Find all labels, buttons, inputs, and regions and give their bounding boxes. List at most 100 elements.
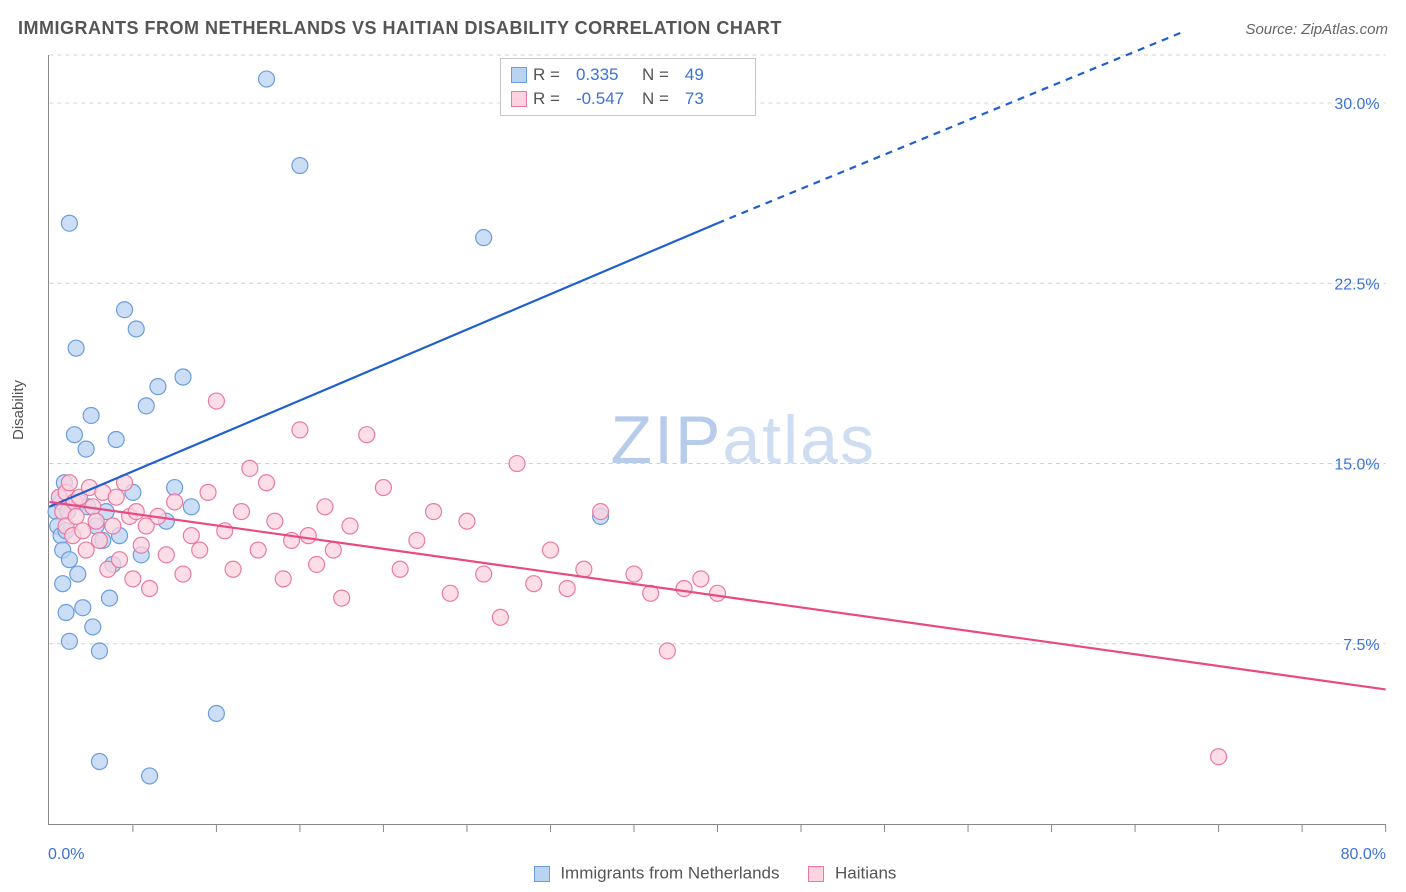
data-point-haitians	[559, 581, 575, 597]
data-point-haitians	[426, 504, 442, 520]
data-point-haitians	[275, 571, 291, 587]
data-point-haitians	[125, 571, 141, 587]
data-point-haitians	[128, 504, 144, 520]
swatch-haitians-bottom	[808, 866, 824, 882]
data-point-haitians	[1211, 749, 1227, 765]
data-point-netherlands	[259, 71, 275, 87]
data-point-haitians	[710, 585, 726, 601]
data-point-haitians	[225, 561, 241, 577]
data-point-haitians	[78, 542, 94, 558]
data-point-netherlands	[78, 441, 94, 457]
legend-label-haitians: Haitians	[835, 864, 896, 883]
data-point-haitians	[91, 532, 107, 548]
data-point-haitians	[68, 508, 84, 524]
x-axis-max-label: 80.0%	[1341, 846, 1386, 864]
data-point-haitians	[88, 513, 104, 529]
data-point-haitians	[183, 528, 199, 544]
r-value-netherlands: 0.335	[576, 65, 636, 85]
swatch-haitians	[511, 91, 527, 107]
data-point-haitians	[309, 556, 325, 572]
data-point-netherlands	[292, 158, 308, 174]
data-point-netherlands	[91, 643, 107, 659]
r-label: R =	[533, 65, 560, 85]
data-point-haitians	[133, 537, 149, 553]
data-point-haitians	[105, 518, 121, 534]
legend-series: Immigrants from Netherlands Haitians	[0, 863, 1406, 884]
data-point-netherlands	[142, 768, 158, 784]
data-point-haitians	[392, 561, 408, 577]
data-point-netherlands	[175, 369, 191, 385]
n-label: N =	[642, 89, 669, 109]
r-label: R =	[533, 89, 560, 109]
swatch-netherlands-bottom	[534, 866, 550, 882]
y-tick-label: 7.5%	[1343, 637, 1379, 654]
data-point-haitians	[693, 571, 709, 587]
data-point-haitians	[334, 590, 350, 606]
data-point-netherlands	[75, 600, 91, 616]
x-axis-min-label: 0.0%	[48, 846, 84, 864]
data-point-haitians	[542, 542, 558, 558]
data-point-haitians	[476, 566, 492, 582]
data-point-netherlands	[61, 215, 77, 231]
data-point-haitians	[593, 504, 609, 520]
data-point-haitians	[250, 542, 266, 558]
data-point-netherlands	[208, 705, 224, 721]
chart-header: IMMIGRANTS FROM NETHERLANDS VS HAITIAN D…	[18, 18, 1388, 39]
data-point-netherlands	[70, 566, 86, 582]
data-point-netherlands	[55, 576, 71, 592]
data-point-haitians	[442, 585, 458, 601]
data-point-netherlands	[85, 619, 101, 635]
swatch-netherlands	[511, 67, 527, 83]
n-value-netherlands: 49	[685, 65, 745, 85]
data-point-haitians	[158, 547, 174, 563]
legend-row-haitians: R = -0.547 N = 73	[511, 87, 745, 111]
chart-title: IMMIGRANTS FROM NETHERLANDS VS HAITIAN D…	[18, 18, 782, 39]
chart-source: Source: ZipAtlas.com	[1245, 21, 1388, 38]
data-point-netherlands	[167, 480, 183, 496]
data-point-haitians	[659, 643, 675, 659]
data-point-haitians	[112, 552, 128, 568]
data-point-haitians	[167, 494, 183, 510]
data-point-haitians	[409, 532, 425, 548]
data-point-haitians	[267, 513, 283, 529]
data-point-haitians	[676, 581, 692, 597]
data-point-haitians	[342, 518, 358, 534]
y-axis-label: Disability	[10, 380, 27, 440]
data-point-haitians	[175, 566, 191, 582]
data-point-haitians	[300, 528, 316, 544]
data-point-haitians	[325, 542, 341, 558]
data-point-haitians	[242, 460, 258, 476]
data-point-haitians	[317, 499, 333, 515]
data-point-haitians	[459, 513, 475, 529]
data-point-haitians	[142, 581, 158, 597]
n-value-haitians: 73	[685, 89, 745, 109]
legend-correlation-box: R = 0.335 N = 49 R = -0.547 N = 73	[500, 58, 756, 116]
data-point-haitians	[192, 542, 208, 558]
legend-row-netherlands: R = 0.335 N = 49	[511, 63, 745, 87]
data-point-netherlands	[83, 407, 99, 423]
data-point-haitians	[359, 427, 375, 443]
data-point-netherlands	[58, 605, 74, 621]
data-point-netherlands	[66, 427, 82, 443]
data-point-netherlands	[61, 552, 77, 568]
plot-area: ZIPatlas 7.5%15.0%22.5%30.0%	[48, 55, 1386, 825]
data-point-haitians	[292, 422, 308, 438]
data-point-netherlands	[128, 321, 144, 337]
data-point-netherlands	[138, 398, 154, 414]
data-point-haitians	[509, 456, 525, 472]
data-point-haitians	[526, 576, 542, 592]
n-label: N =	[642, 65, 669, 85]
legend-label-netherlands: Immigrants from Netherlands	[560, 864, 779, 883]
data-point-haitians	[259, 475, 275, 491]
data-point-netherlands	[91, 754, 107, 770]
data-point-netherlands	[150, 379, 166, 395]
y-tick-label: 15.0%	[1334, 457, 1379, 474]
data-point-haitians	[108, 489, 124, 505]
data-point-haitians	[208, 393, 224, 409]
data-point-haitians	[626, 566, 642, 582]
data-point-haitians	[576, 561, 592, 577]
data-point-haitians	[200, 484, 216, 500]
plot-svg: 7.5%15.0%22.5%30.0%	[49, 55, 1386, 824]
data-point-haitians	[233, 504, 249, 520]
y-tick-label: 30.0%	[1334, 96, 1379, 113]
